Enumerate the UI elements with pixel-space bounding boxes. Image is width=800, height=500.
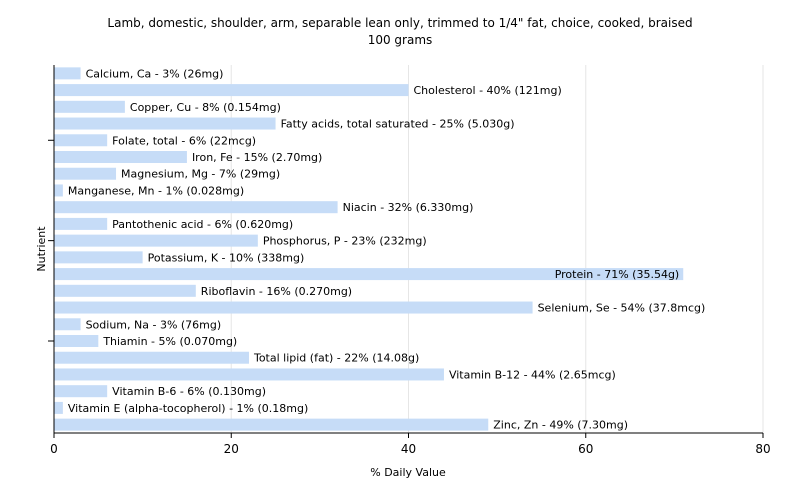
bar-label: Iron, Fe - 15% (2.70mg) — [192, 151, 322, 164]
bar — [54, 67, 81, 80]
bar — [54, 335, 99, 347]
bar — [54, 318, 81, 331]
bar — [54, 234, 258, 247]
bar — [54, 368, 444, 381]
bar-label: Vitamin E (alpha-tocopherol) - 1% (0.18m… — [68, 402, 308, 415]
bar-label: Vitamin B-12 - 44% (2.65mcg) — [449, 368, 616, 381]
bar-label: Copper, Cu - 8% (0.154mg) — [130, 101, 281, 114]
x-tick-label: 0 — [50, 442, 58, 456]
bar — [54, 301, 533, 314]
bar-label: Fatty acids, total saturated - 25% (5.03… — [281, 118, 515, 131]
bar-label: Riboflavin - 16% (0.270mg) — [201, 285, 352, 298]
bar-label: Sodium, Na - 3% (76mg) — [86, 318, 222, 331]
bar — [54, 84, 409, 97]
x-tick-label: 60 — [578, 442, 593, 456]
bar — [54, 251, 143, 264]
bar-group: Calcium, Ca - 3% (26mg) Cholesterol - 40%… — [54, 67, 706, 432]
x-ticks: 0 20 40 60 80 — [50, 433, 771, 456]
bar-label: Pantothenic acid - 6% (0.620mg) — [112, 218, 293, 231]
bar — [54, 134, 108, 147]
bar-label: Vitamin B-6 - 6% (0.130mg) — [112, 385, 266, 398]
bar — [54, 385, 108, 398]
bar-label: Magnesium, Mg - 7% (29mg) — [121, 168, 280, 181]
bar-label: Folate, total - 6% (22mcg) — [112, 134, 256, 147]
bar — [54, 117, 276, 130]
bar — [54, 351, 249, 364]
chart-subtitle: 100 grams — [368, 33, 433, 47]
bar — [54, 100, 125, 113]
bar — [54, 217, 108, 230]
x-tick-label: 40 — [401, 442, 416, 456]
x-tick-label: 20 — [224, 442, 239, 456]
bar-label: Zinc, Zn - 49% (7.30mg) — [493, 419, 628, 432]
bar — [54, 201, 338, 214]
chart-title: Lamb, domestic, shoulder, arm, separable… — [107, 16, 692, 30]
bar — [54, 418, 489, 431]
bar — [54, 401, 63, 414]
bar-label: Potassium, K - 10% (338mg) — [148, 251, 305, 264]
bar — [54, 151, 187, 163]
bar-label: Cholesterol - 40% (121mg) — [414, 84, 562, 97]
y-axis-label: Nutrient — [35, 226, 48, 272]
bar-label: Niacin - 32% (6.330mg) — [343, 201, 474, 214]
bar — [54, 268, 684, 281]
y-ticks — [48, 139, 54, 342]
bar-label: Thiamin - 5% (0.070mg) — [102, 335, 237, 348]
bar-label: Phosphorus, P - 23% (232mg) — [263, 235, 427, 248]
bar — [54, 184, 63, 197]
bar-label: Protein - 71% (35.54g) — [555, 268, 680, 281]
x-tick-label: 80 — [755, 442, 770, 456]
bar-label: Calcium, Ca - 3% (26mg) — [86, 67, 224, 80]
bar-label: Manganese, Mn - 1% (0.028mg) — [68, 184, 244, 197]
bar-label: Total lipid (fat) - 22% (14.08g) — [253, 352, 419, 365]
bar-label: Selenium, Se - 54% (37.8mcg) — [538, 302, 706, 315]
bar — [54, 167, 117, 180]
bar — [54, 284, 196, 297]
x-axis-label: % Daily Value — [370, 466, 446, 479]
